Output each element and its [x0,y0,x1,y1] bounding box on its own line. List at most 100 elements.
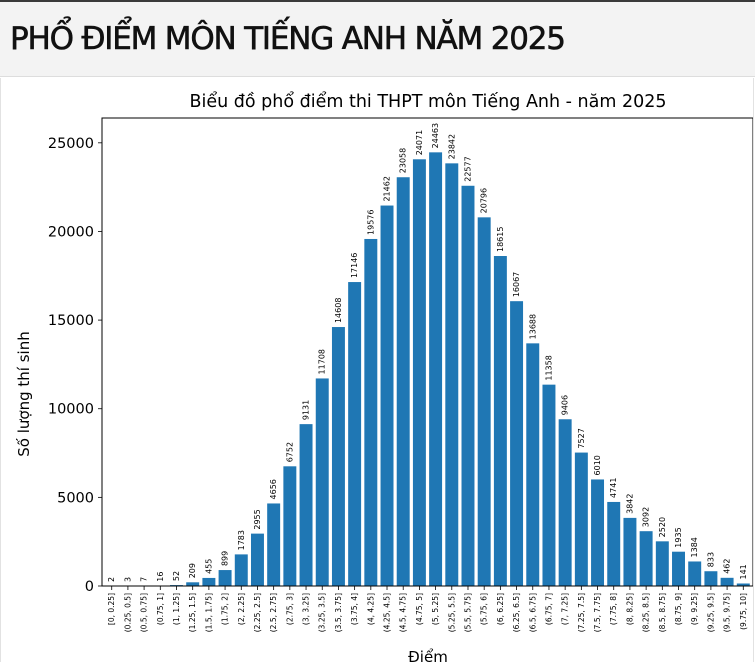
x-tick-label: (9.75, 10] [739,593,748,630]
x-tick-label: (0.25, 0.5] [123,593,132,632]
bar-value-label: 20796 [480,188,489,213]
x-tick-label: (5.25, 5.5] [447,593,456,632]
x-tick-label: (9.25, 9.5] [706,593,715,632]
y-axis-ticks: 0 5000 10000 15000 20000 25000 [48,136,102,595]
bar-value-label: 2955 [253,509,262,529]
bar [186,582,200,586]
x-tick-label: (7, 7.25] [561,593,570,625]
bar-value-label: 4656 [269,479,278,499]
page-heading: PHỔ ĐIỂM MÔN TIẾNG ANH NĂM 2025 [10,21,567,58]
bar [218,570,232,586]
bar [623,517,637,586]
bar [526,343,540,586]
x-tick-label: (4.5, 4.75] [399,593,408,632]
bar-value-label: 19576 [366,210,375,235]
x-tick-label: (8.75, 9] [674,593,683,625]
x-axis-ticks: [0, 0.25] (0.25, 0.5] (0.5, 0.75] (0.75, 1]… [107,586,748,632]
bar [591,479,605,586]
y-tick-label: 15000 [48,313,94,329]
x-tick-label: (4, 4.25] [366,593,375,625]
x-tick-label: (2.75, 3] [285,593,294,625]
bar [688,561,702,586]
bar-value-label: 17146 [350,253,359,278]
x-tick-label: (0.5, 0.75] [140,593,149,632]
y-axis-label: Số lượng thí sinh [15,331,33,456]
bar-value-label: 4741 [609,478,618,498]
plot-frame [101,117,753,587]
x-tick-label: (8.25, 8.5] [642,593,651,632]
bar-value-label: 2 [107,577,116,582]
bar [250,533,264,586]
bar-value-label: 899 [221,551,230,566]
bar-value-label: 6010 [593,455,602,475]
bar [510,301,524,586]
y-tick-label: 10000 [48,402,94,418]
x-tick-label: (4.25, 4.5] [383,593,392,632]
bar-value-label: 455 [204,559,213,574]
x-tick-label: (7.25, 7.5] [577,593,586,632]
bar [315,378,329,586]
bar [202,577,216,586]
bar-value-label: 16067 [512,272,521,297]
y-tick-label: 5000 [57,490,94,506]
bar-value-label: 141 [739,564,748,579]
x-axis-label: Điểm [408,648,448,662]
y-tick-label: 20000 [48,224,94,240]
bar-value-label: 1384 [690,537,699,557]
bar-value-labels: 2 3 7 16 52 209 455 899 1783 2955 4656 6752 9131 1170… [107,123,748,582]
x-tick-label: (3, 3.25] [302,593,311,625]
x-tick-label: (3.75, 4] [350,593,359,625]
x-tick-label: (1.5, 1.75] [204,593,213,632]
x-tick-label: (5.5, 5.75] [463,593,472,632]
x-tick-label: (5.75, 6] [480,593,489,625]
bar [380,205,394,586]
bar [396,177,410,586]
x-tick-label: (1.75, 2] [221,593,230,625]
x-tick-label: (1, 1.25] [172,593,181,625]
bar-value-label: 18615 [496,227,505,252]
x-tick-label: (0.75, 1] [156,593,165,625]
x-tick-label: (6.75, 7] [544,593,553,625]
bar [283,466,297,586]
y-tick-label: 0 [85,579,94,595]
bar-value-label: 9131 [302,400,311,420]
bar-value-label: 24463 [431,123,440,148]
bar-value-label: 16 [156,572,165,582]
bar [542,384,556,586]
bar-value-label: 3842 [625,494,634,514]
x-tick-label: (8.5, 8.75] [658,593,667,632]
bar-value-label: 11708 [318,349,327,374]
bar [299,424,313,586]
bar [348,282,362,586]
bar [607,501,621,586]
chart-title: Biểu đồ phổ điểm thi THPT môn Tiếng Anh … [189,91,666,112]
bar [445,163,459,586]
bar-value-label: 7527 [577,428,586,448]
bar [736,583,750,586]
bar [672,551,685,586]
chart-card: Biểu đồ phổ điểm thi THPT môn Tiếng Anh … [0,78,754,662]
x-tick-label: (8, 8.25] [625,593,634,625]
x-tick-label: (9.5, 9.75] [723,593,732,632]
bar-value-label: 14608 [334,298,343,323]
bar [234,554,248,586]
bar [704,571,718,586]
x-tick-label: (9, 9.25] [690,593,699,625]
top-border [0,0,755,2]
x-tick-label: (6, 6.25] [496,593,505,625]
bar-value-label: 209 [188,563,197,578]
x-tick-label: (7.5, 7.75] [593,593,602,632]
bar-value-label: 9406 [561,395,570,415]
x-tick-label: (5, 5.25] [431,593,440,625]
bar-value-label: 1935 [674,527,683,547]
bar-value-label: 7 [140,577,149,582]
page-header: PHỔ ĐIỂM MÔN TIẾNG ANH NĂM 2025 [0,2,755,77]
bar [558,419,572,586]
x-tick-label: (7.75, 8] [609,593,618,625]
bar-value-label: 833 [706,552,715,567]
bar [477,217,491,586]
bar-value-label: 1783 [237,530,246,550]
x-tick-label: (2, 2.25] [237,593,246,625]
bar-value-label: 2520 [658,517,667,537]
bar [412,159,426,586]
